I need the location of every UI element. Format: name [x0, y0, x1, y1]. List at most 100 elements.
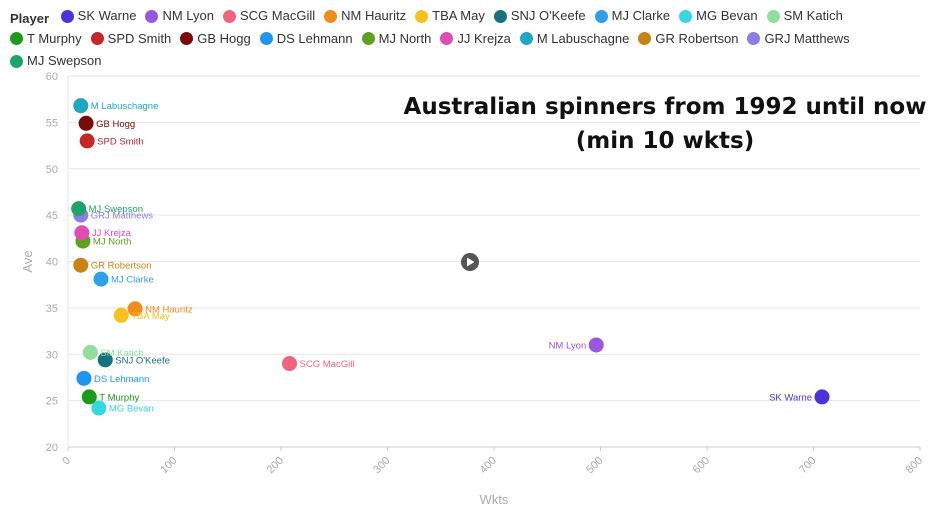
- legend-item[interactable]: SK Warne: [60, 6, 137, 26]
- legend-item[interactable]: SPD Smith: [90, 29, 171, 49]
- data-point[interactable]: [73, 98, 89, 114]
- legend-item[interactable]: JJ Krejza: [440, 29, 511, 49]
- legend-label: MJ Clarke: [611, 8, 671, 23]
- legend-label: MJ Swepson: [27, 53, 102, 68]
- legend-label: GRJ Matthews: [764, 30, 850, 46]
- point-label: SK Warne: [769, 392, 812, 403]
- legend-swatch: [145, 9, 159, 23]
- point-label: NM Hauritz: [145, 304, 193, 315]
- point-label: MJ Clarke: [111, 275, 154, 286]
- legend-swatch: [747, 32, 761, 45]
- data-point[interactable]: [79, 133, 95, 149]
- x-tick-label: 500: [584, 455, 605, 476]
- data-point[interactable]: [282, 356, 298, 372]
- legend-item[interactable]: SCG MacGill: [222, 6, 316, 26]
- legend-item[interactable]: M Labuschagne: [519, 29, 629, 49]
- point-label: GR Robertson: [91, 261, 152, 272]
- legend-item[interactable]: T Murphy: [10, 29, 82, 49]
- legend-item[interactable]: DS Lehmann: [259, 29, 353, 49]
- legend-swatch: [222, 9, 236, 23]
- legend-item[interactable]: SM Katich: [766, 6, 843, 26]
- y-tick-label: 35: [46, 303, 58, 315]
- legend-item[interactable]: TBA May: [415, 6, 485, 26]
- legend-swatch: [10, 54, 23, 68]
- chart-title-line: Australian spinners from 1992 until now: [404, 94, 927, 120]
- x-tick-label: 600: [691, 455, 712, 476]
- chart-title-line: (min 10 wkts): [576, 128, 755, 154]
- legend-label: SCG MacGill: [239, 8, 316, 23]
- legend-item[interactable]: MJ North: [361, 29, 432, 49]
- play-icon[interactable]: [467, 257, 475, 267]
- legend-swatch: [324, 9, 338, 23]
- legend-label: NM Hauritz: [341, 8, 407, 23]
- point-label: DS Lehmann: [94, 374, 149, 385]
- data-point[interactable]: [71, 201, 87, 217]
- grid-lines: [68, 75, 920, 448]
- legend-item[interactable]: MJ Clarke: [594, 6, 671, 26]
- play-button[interactable]: [461, 253, 479, 271]
- legend-swatch: [180, 32, 194, 45]
- legend-item[interactable]: GRJ Matthews: [747, 29, 850, 49]
- legend-swatch: [90, 32, 104, 45]
- legend-item[interactable]: SNJ O'Keefe: [493, 6, 586, 26]
- point-label: MJ Swepson: [89, 204, 143, 215]
- point-label: MJ North: [93, 237, 132, 248]
- legend-item[interactable]: NM Lyon: [145, 6, 214, 26]
- legend-title: Player: [10, 10, 50, 26]
- data-point[interactable]: [78, 115, 94, 131]
- legend-label: MJ North: [378, 30, 432, 46]
- legend-item[interactable]: NM Hauritz: [324, 6, 406, 26]
- point-label: SCG MacGill: [300, 359, 355, 370]
- point-label: M Labuschagne: [91, 101, 159, 112]
- legend-swatch: [10, 32, 23, 45]
- data-point[interactable]: [97, 352, 113, 368]
- legend-label: MG Bevan: [696, 8, 758, 23]
- legend-swatch: [361, 32, 375, 45]
- point-label: GB Hogg: [96, 119, 135, 130]
- data-point[interactable]: [81, 389, 97, 405]
- y-tick-label: 60: [46, 71, 58, 83]
- y-tick-label: 45: [46, 210, 58, 222]
- legend-swatch: [679, 9, 693, 23]
- data-point[interactable]: [91, 400, 107, 416]
- legend-label: DS Lehmann: [276, 30, 353, 46]
- x-tick-label: 700: [797, 455, 818, 476]
- data-point[interactable]: [127, 301, 143, 317]
- legend-item[interactable]: GB Hogg: [180, 29, 251, 49]
- legend: Player SK Warne NM Lyon SCG MacGill NM Haur…: [10, 6, 925, 74]
- legend-item[interactable]: MJ Swepson: [10, 51, 101, 71]
- y-tick-label: 25: [46, 396, 58, 408]
- legend-swatch: [594, 9, 608, 23]
- legend-swatch: [415, 9, 429, 23]
- legend-item[interactable]: GR Robertson: [638, 29, 738, 49]
- legend-label: GB Hogg: [197, 30, 251, 46]
- chart-titles: Australian spinners from 1992 until now (…: [404, 94, 927, 154]
- y-tick-label: 40: [46, 257, 58, 269]
- legend-item[interactable]: MG Bevan: [679, 6, 758, 26]
- legend-swatch: [493, 9, 507, 23]
- data-point[interactable]: [588, 337, 604, 353]
- legend-swatch: [638, 32, 652, 45]
- y-tick-label: 50: [46, 164, 58, 176]
- data-point[interactable]: [93, 271, 109, 287]
- data-point[interactable]: [73, 257, 89, 273]
- point-label: T Murphy: [99, 392, 139, 403]
- legend-label: T Murphy: [27, 30, 82, 46]
- point-label: NM Lyon: [549, 340, 587, 351]
- x-tick-label: 0: [60, 455, 73, 468]
- data-point[interactable]: [74, 225, 90, 241]
- data-point[interactable]: [113, 307, 129, 323]
- point-label: SPD Smith: [97, 136, 143, 147]
- data-point[interactable]: [76, 370, 92, 386]
- legend-label: SK Warne: [77, 8, 137, 23]
- legend-swatch: [519, 32, 533, 45]
- legend-swatch: [766, 9, 780, 23]
- data-points: SK Warne NM Lyon SCG MacGill NM HauritzTBA …: [71, 98, 830, 416]
- legend-label: NM Lyon: [162, 8, 214, 23]
- data-point[interactable]: [82, 344, 98, 360]
- point-label: TBA May: [131, 311, 170, 322]
- y-tick-label: 55: [46, 117, 58, 129]
- data-point[interactable]: [814, 389, 830, 405]
